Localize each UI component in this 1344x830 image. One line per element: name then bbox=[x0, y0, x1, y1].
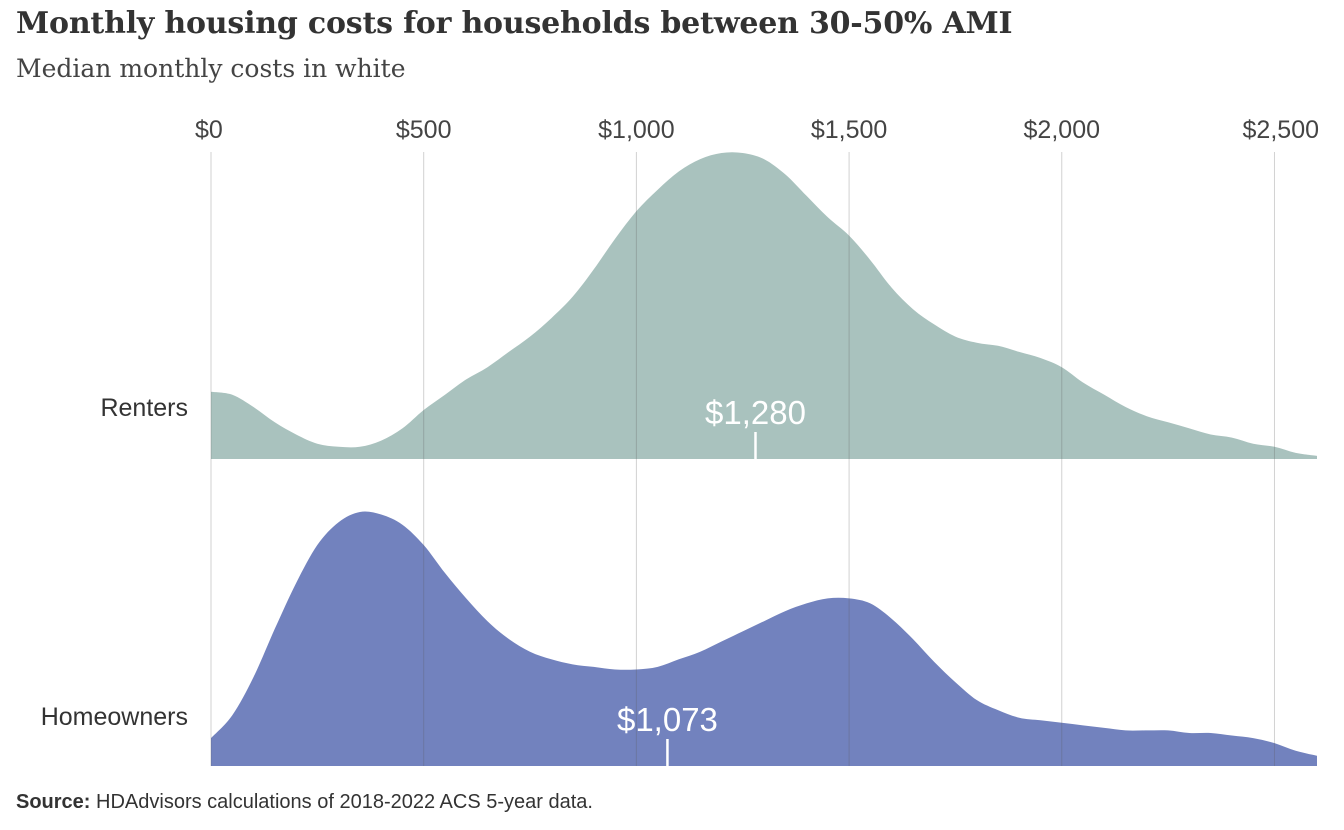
x-tick-label: $2,000 bbox=[1024, 116, 1100, 144]
median-label-renters: $1,280 bbox=[705, 394, 806, 431]
median-label-homeowners: $1,073 bbox=[617, 701, 718, 738]
x-tick-label: $1,000 bbox=[598, 116, 674, 144]
x-tick-label: $1,500 bbox=[811, 116, 887, 144]
x-tick-label: $0 bbox=[195, 116, 223, 144]
density-area-homeowners bbox=[211, 511, 1317, 766]
density-area-renters bbox=[211, 152, 1317, 459]
medians-layer: $1,280 $1,073 bbox=[617, 394, 806, 766]
chart-subtitle: Median monthly costs in white bbox=[16, 54, 406, 83]
source-label: Source: bbox=[16, 791, 91, 813]
chart-title: Monthly housing costs for households bet… bbox=[16, 6, 1013, 41]
ridgeline-chart: $0 $500 $1,000 $1,500 $2,000 $2,500 $1,280$1,… bbox=[41, 116, 1319, 766]
row-labels-layer: Renters Homeowners bbox=[41, 394, 188, 731]
row-label-homeowners: Homeowners bbox=[41, 703, 188, 731]
x-tick-label: $500 bbox=[396, 116, 452, 144]
source-text: HDAdvisors calculations of 2018-2022 ACS… bbox=[90, 791, 593, 813]
x-tick-label: $2,500 bbox=[1243, 116, 1319, 144]
x-ticks-layer: $0 $500 $1,000 $1,500 $2,000 $2,500 bbox=[195, 116, 1319, 144]
ridges-layer bbox=[211, 152, 1317, 766]
source-note: Source: HDAdvisors calculations of 2018-… bbox=[16, 791, 593, 814]
gridlines-layer bbox=[210, 152, 1275, 766]
row-label-renters: Renters bbox=[100, 394, 188, 422]
